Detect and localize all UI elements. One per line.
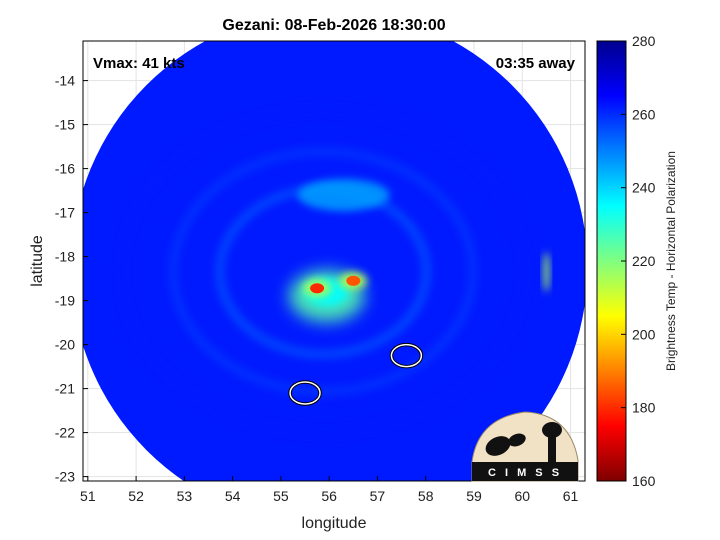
x-tick-label: 59 [466,488,482,504]
y-tick-label: -21 [55,381,75,397]
x-tick-label: 57 [370,488,386,504]
vmax-label: Vmax: 41 kts [93,55,185,72]
eyewall-west [310,283,325,294]
logo-building [472,462,578,481]
x-tick-label: 58 [418,488,434,504]
x-tick-label: 53 [177,488,193,504]
y-tick-label: -14 [55,73,75,89]
colorbar-tick-label: 200 [632,326,656,342]
colorbar-tick-label: 280 [632,33,656,49]
water-tower-tank-icon [542,422,562,438]
satellite-dish-icon [485,436,511,456]
y-tick-label: -23 [55,469,75,485]
island-south [289,381,321,405]
colorbar-label: Brightness Temp - Horizontal Polarizatio… [664,151,678,371]
eyewall-east [346,275,361,286]
colorbar-tick-label: 220 [632,253,656,269]
water-tower-icon [548,436,556,466]
y-tick-label: -17 [55,205,75,221]
island-north [390,343,423,368]
north-band [297,179,390,211]
y-tick-label: -15 [55,117,75,133]
y-tick-label: -18 [55,249,75,265]
spiral-band [116,105,530,438]
x-tick-label: 60 [514,488,530,504]
colorbar-tick-label: 240 [632,180,656,196]
x-tick-label: 56 [321,488,337,504]
x-tick-label: 61 [563,488,579,504]
east-cells [543,252,550,292]
colorbar: 160 180 200 220 240 260 280 Brightness Temp - … [596,33,678,489]
colorbar-tick-label: 180 [632,400,656,416]
y-tick-label: -19 [55,293,75,309]
y-tick-label: -20 [55,337,75,353]
spiral-band [168,146,478,397]
x-tick-label: 52 [128,488,144,504]
y-axis-label: latitude [29,235,46,287]
x-tick-label: 54 [225,488,241,504]
plot-frame [82,40,586,482]
colorbar-ticks: 160 180 200 220 240 260 280 [621,33,656,489]
x-axis-label: longitude [302,515,367,532]
logo-text: C I M S S [488,467,562,479]
time-away-label: 03:35 away [496,55,576,72]
cimss-logo: C I M S S [471,411,579,482]
satellite-dish-small-icon [508,433,526,447]
x-tick-label: 51 [80,488,96,504]
swath-image [83,41,585,481]
colorbar-tick-label: 160 [632,473,656,489]
chart-title: Gezani: 08-Feb-2026 18:30:00 [222,17,445,34]
y-tick-label: -22 [55,425,75,441]
y-ticks: -14 -15 -16 -17 -18 -19 -20 -21 -22 -23 [55,73,88,485]
y-tick-label: -16 [55,161,75,177]
coastline-contours [288,342,424,406]
colorbar-tick-label: 260 [632,106,656,122]
x-tick-label: 55 [273,488,289,504]
